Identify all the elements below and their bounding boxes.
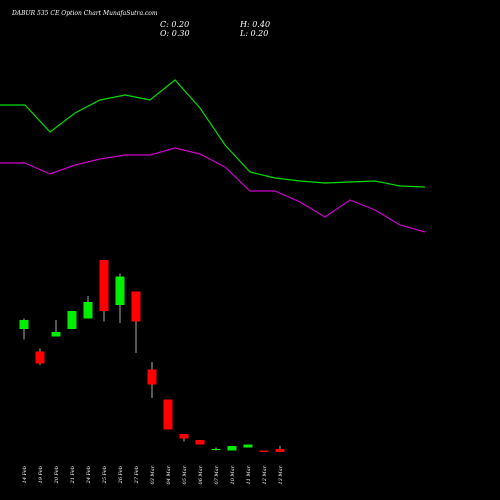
candle-body bbox=[211, 449, 221, 450]
x-tick-label: 10 Mar bbox=[230, 465, 236, 484]
candle-body bbox=[83, 302, 93, 319]
candle-body bbox=[99, 260, 109, 311]
low-label: L: 0.20 bbox=[239, 29, 268, 38]
x-tick-label: 14 Feb bbox=[22, 466, 28, 483]
x-tick-label: 20 Feb bbox=[54, 466, 60, 484]
indicator-line bbox=[0, 79, 426, 188]
chart-title: DABUR 535 CE Option Chart MunafaSutra.co… bbox=[11, 10, 158, 17]
indicator-line bbox=[0, 147, 426, 233]
candle-body bbox=[259, 450, 269, 452]
x-tick-label: 25 Feb bbox=[102, 466, 108, 484]
x-tick-label: 12 Mar bbox=[262, 465, 268, 484]
x-tick-label: 04 Mar bbox=[166, 465, 172, 484]
close-label: C: 0.20 bbox=[160, 20, 189, 29]
x-tick-label: 26 Feb bbox=[118, 466, 124, 484]
candle-body bbox=[195, 440, 205, 445]
candle-body bbox=[163, 399, 173, 430]
x-tick-label: 19 Feb bbox=[38, 466, 44, 483]
candle-body bbox=[67, 311, 77, 329]
x-tick-label: 13 Mar bbox=[278, 465, 284, 484]
x-tick-label: 03 Mar bbox=[150, 465, 156, 484]
x-tick-label: 07 Mar bbox=[214, 465, 220, 484]
x-tick-label: 11 Mar bbox=[246, 465, 252, 484]
candle-body bbox=[275, 449, 285, 452]
candle-body bbox=[131, 291, 141, 322]
candle-body bbox=[19, 320, 29, 329]
x-tick-label: 06 Mar bbox=[198, 465, 204, 484]
candle-body bbox=[51, 332, 61, 337]
candle-body bbox=[115, 276, 125, 305]
x-tick-label: 05 Mar bbox=[182, 465, 188, 484]
high-label: H: 0.40 bbox=[239, 20, 270, 29]
candle-body bbox=[147, 369, 157, 385]
open-label: O: 0.30 bbox=[160, 29, 190, 38]
candle-body bbox=[243, 444, 253, 448]
candle-body bbox=[227, 446, 237, 451]
x-tick-label: 24 Feb bbox=[86, 466, 92, 484]
x-tick-label: 27 Feb bbox=[134, 466, 140, 484]
x-tick-label: 21 Feb bbox=[70, 466, 76, 484]
candle-body bbox=[35, 351, 45, 364]
candle-body bbox=[179, 434, 189, 439]
